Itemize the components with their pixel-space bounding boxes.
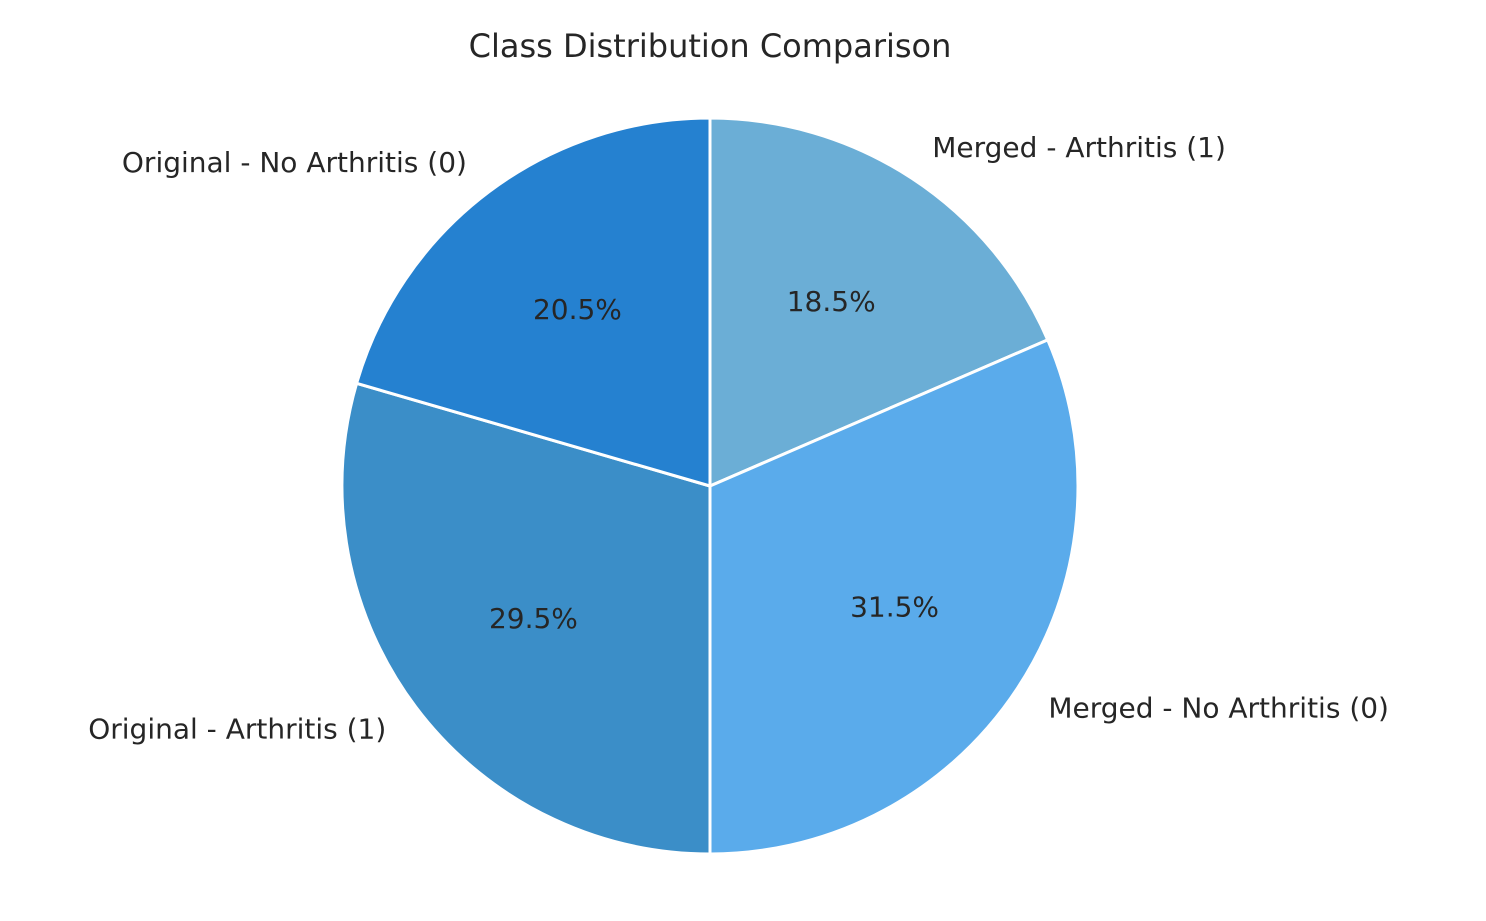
- chart-title: Class Distribution Comparison: [469, 27, 952, 65]
- slice-category-label: Merged - Arthritis (1): [932, 131, 1226, 164]
- slice-percent-label: 31.5%: [850, 591, 939, 624]
- slice-labels: Merged - Arthritis (1) Merged - No Arthri…: [88, 131, 1389, 745]
- pie-slice: [708, 337, 1080, 856]
- slice-percent-label: 18.5%: [787, 285, 876, 318]
- pie-slice: [340, 381, 712, 856]
- pie-slices: [340, 116, 1080, 856]
- slice-category-label: Merged - No Arthritis (0): [1048, 692, 1389, 725]
- slice-percent-label: 29.5%: [489, 602, 578, 635]
- pie-slice: [354, 116, 712, 488]
- pie-slice: [708, 116, 1050, 489]
- percent-labels: 18.5% 31.5% 29.5% 20.5%: [489, 285, 939, 635]
- slice-category-label: Original - No Arthritis (0): [122, 146, 467, 179]
- slice-category-label: Original - Arthritis (1): [88, 713, 386, 746]
- slice-percent-label: 20.5%: [533, 293, 622, 326]
